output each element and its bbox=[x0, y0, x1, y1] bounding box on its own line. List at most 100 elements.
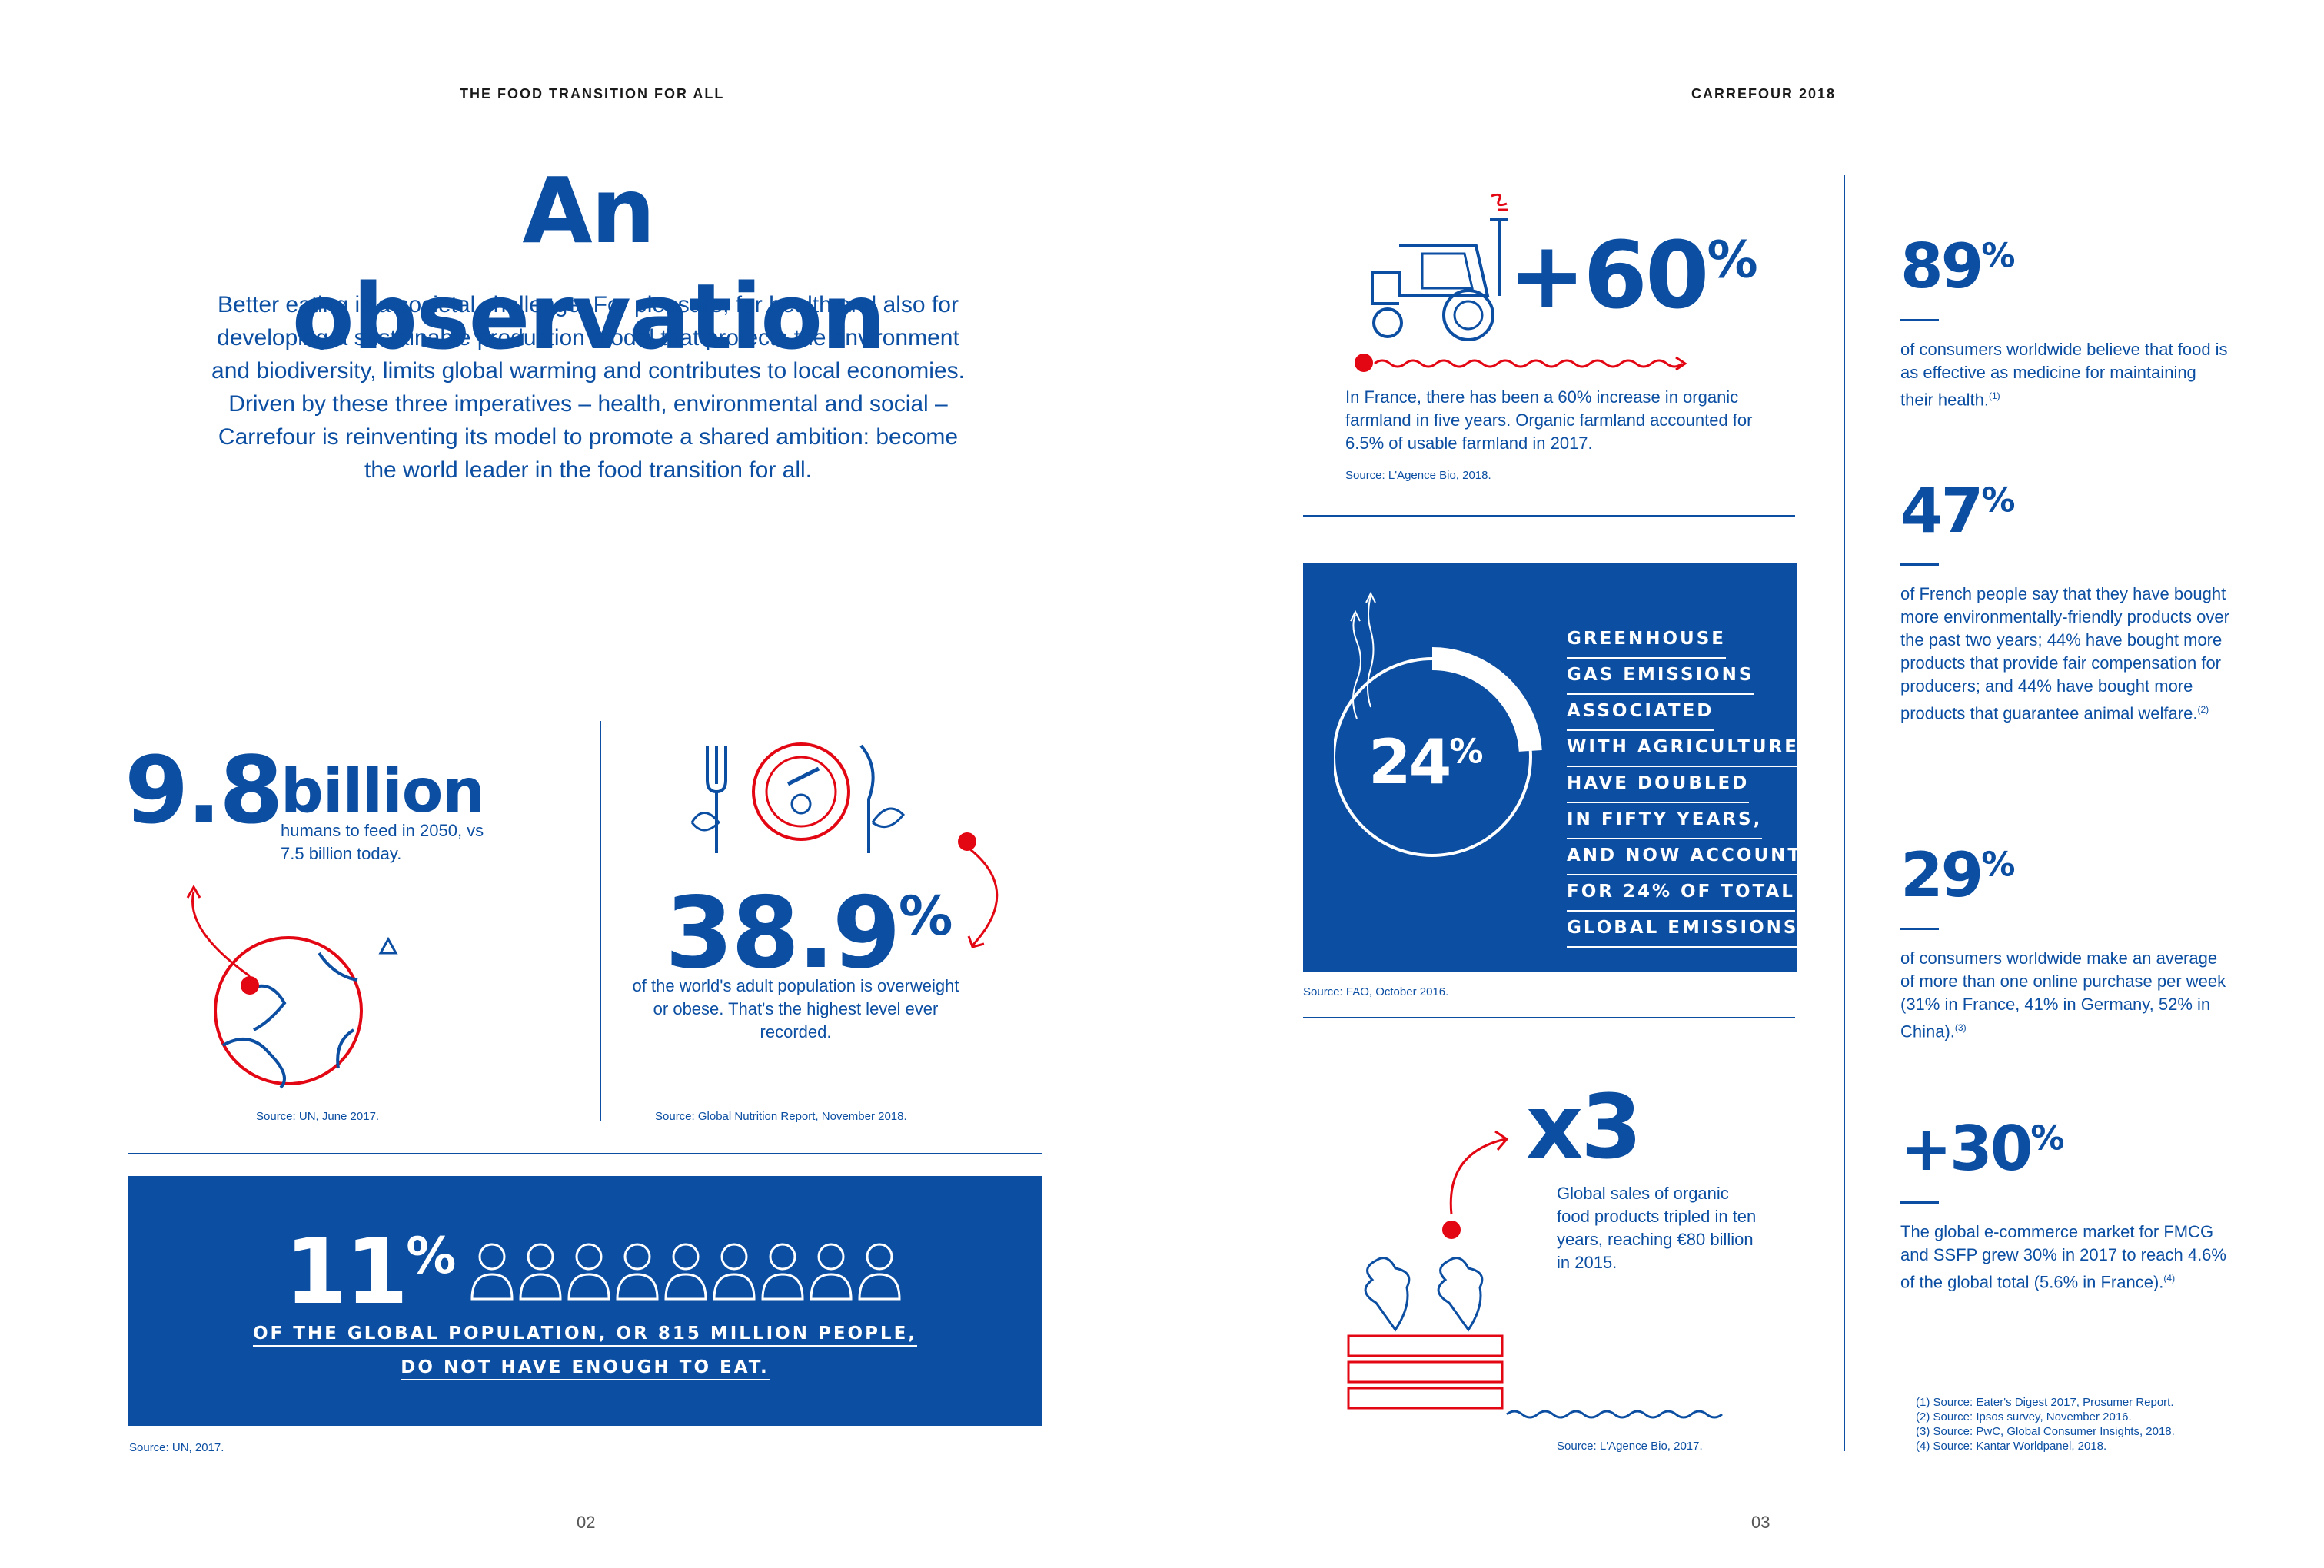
hunger-source: Source: UN, 2017. bbox=[129, 1441, 224, 1454]
carrot-icon bbox=[786, 766, 820, 786]
stat-1-text: of consumers worldwide believe that food… bbox=[1900, 338, 2231, 411]
emissions-line-5: HAVE DOUBLED bbox=[1567, 767, 1807, 803]
stat-4-text: The global e-commerce market for FMCG an… bbox=[1900, 1221, 2231, 1294]
emissions-line-7-text: AND NOW ACCOUNT bbox=[1567, 839, 1803, 875]
emissions-value: 24% bbox=[1368, 726, 1483, 798]
intro-paragraph: Better eating is a societal challenge. F… bbox=[211, 292, 965, 483]
people-icons bbox=[470, 1243, 901, 1301]
obesity-value: 38.9% bbox=[665, 876, 953, 991]
obesity-source: Source: Global Nutrition Report, Novembe… bbox=[655, 1110, 907, 1123]
stat-3-rule bbox=[1900, 928, 1939, 930]
stat-3-body: of consumers worldwide make an average o… bbox=[1900, 948, 2226, 1041]
stat-2-rule bbox=[1900, 563, 1939, 566]
emissions-line-6-text: IN FIFTY YEARS, bbox=[1567, 803, 1763, 839]
hunger-panel bbox=[128, 1176, 1042, 1426]
tractor-arrowhead bbox=[1675, 356, 1687, 371]
stat-3-note: (3) bbox=[1954, 1022, 1967, 1033]
plate-food bbox=[790, 793, 812, 815]
stat-2-value: 47% bbox=[1900, 475, 2231, 546]
stat-2-note: (2) bbox=[2197, 704, 2209, 715]
sales-arrow bbox=[1449, 1138, 1506, 1215]
exhaust-pipe bbox=[1490, 218, 1508, 296]
globe-icon bbox=[186, 884, 398, 1089]
stat-2-pct: % bbox=[1981, 480, 2016, 520]
hunger-line-1-text: OF THE GLOBAL POPULATION, OR 815 MILLION… bbox=[252, 1324, 918, 1347]
stat-3-pct: % bbox=[1981, 845, 2016, 885]
stat-2-number: 47 bbox=[1900, 475, 1983, 546]
tractor-wheel-small bbox=[1372, 307, 1403, 338]
emissions-line-4: WITH AGRICULTURE bbox=[1567, 731, 1807, 767]
sales-text: Global sales of organic food products tr… bbox=[1557, 1184, 1757, 1272]
stat-1-note: (1) bbox=[1988, 390, 2000, 401]
emissions-number: 24 bbox=[1368, 726, 1451, 798]
crate-slat-3 bbox=[1347, 1387, 1504, 1410]
page-number-left: 02 bbox=[577, 1513, 596, 1532]
ground-wave bbox=[1506, 1410, 1723, 1419]
stat-1-body: of consumers worldwide believe that food… bbox=[1900, 340, 2228, 410]
tractor-window bbox=[1421, 252, 1474, 290]
emissions-donut bbox=[1334, 591, 1542, 857]
hunger-number: 11 bbox=[284, 1218, 408, 1324]
footnotes: (1) Source: Eater's Digest 2017, Prosume… bbox=[1916, 1395, 2175, 1453]
stat-2-text: of French people say that they have boug… bbox=[1900, 583, 2231, 725]
obesity-arrow bbox=[958, 832, 999, 948]
person-icon-3 bbox=[567, 1243, 610, 1301]
stat-1: 89% of consumers worldwide believe that … bbox=[1900, 231, 2231, 411]
emissions-line-8: FOR 24% OF TOTAL bbox=[1567, 875, 1807, 912]
stat-4-value: +30% bbox=[1900, 1113, 2231, 1184]
emissions-panel bbox=[1303, 563, 1797, 972]
farmland-pct: % bbox=[1707, 230, 1758, 290]
knife-icon bbox=[859, 744, 875, 853]
emissions-line-6: IN FIFTY YEARS, bbox=[1567, 803, 1807, 839]
heat-arrowheads bbox=[1350, 591, 1376, 622]
emissions-line-3-text: ASSOCIATED bbox=[1567, 695, 1714, 731]
plate-inner bbox=[765, 756, 837, 828]
stat-4-note: (4) bbox=[2163, 1273, 2176, 1284]
footnote-4: (4) Source: Kantar Worldpanel, 2018. bbox=[1916, 1440, 2107, 1453]
emissions-source: Source: FAO, October 2016. bbox=[1303, 985, 1449, 998]
person-icon-4 bbox=[616, 1243, 659, 1301]
person-icon-5 bbox=[664, 1243, 707, 1301]
hunger-value: 11% bbox=[284, 1218, 456, 1324]
crate-slat-2 bbox=[1347, 1360, 1504, 1384]
sales-marker bbox=[1442, 1221, 1461, 1239]
globe-marker bbox=[241, 976, 259, 995]
tractor-body bbox=[1371, 244, 1490, 305]
crate-slat-1 bbox=[1347, 1334, 1504, 1357]
footnote-3: (3) Source: PwC, Global Consumer Insight… bbox=[1916, 1425, 2175, 1438]
footnote-1: (1) Source: Eater's Digest 2017, Prosume… bbox=[1916, 1396, 2174, 1409]
population-value: 9.8 bbox=[125, 738, 284, 845]
person-icon-1 bbox=[470, 1243, 514, 1301]
leaf-icon bbox=[690, 812, 721, 832]
footnote-2: (2) Source: Ipsos survey, November 2016. bbox=[1916, 1410, 2132, 1423]
emissions-line-7: AND NOW ACCOUNT bbox=[1567, 839, 1807, 875]
emissions-line-1: GREENHOUSE bbox=[1567, 623, 1807, 659]
header-right: CARREFOUR 2018 bbox=[1691, 86, 1837, 101]
obesity-arrow-curve bbox=[969, 848, 999, 947]
divider-horizontal-left bbox=[128, 1153, 1042, 1154]
emissions-line-8-text: FOR 24% OF TOTAL bbox=[1567, 875, 1795, 912]
stat-1-value: 89% bbox=[1900, 231, 2231, 302]
plant-icon-right bbox=[1437, 1257, 1484, 1332]
farmland-number: +60 bbox=[1508, 223, 1710, 330]
page-title: An observation bbox=[291, 158, 886, 370]
sales-arrowhead bbox=[1494, 1130, 1509, 1151]
obesity-number: 38.9 bbox=[665, 876, 901, 991]
plant-icon-left bbox=[1364, 1257, 1411, 1332]
farmland-value: +60% bbox=[1508, 223, 1758, 330]
person-icon-8 bbox=[810, 1243, 853, 1301]
header-left: THE FOOD TRANSITION FOR ALL bbox=[460, 86, 725, 101]
globe-arrowhead bbox=[186, 884, 201, 899]
globe-outline bbox=[214, 936, 363, 1085]
donut-share-arc bbox=[1431, 647, 1542, 752]
stat-1-rule bbox=[1900, 319, 1939, 321]
plate-outer bbox=[752, 742, 850, 841]
divider-emissions bbox=[1303, 1017, 1795, 1018]
smoke-icon bbox=[1491, 193, 1508, 211]
person-icon-2 bbox=[519, 1243, 562, 1301]
stat-4-pct: % bbox=[2030, 1118, 2065, 1158]
emissions-line-9-text: GLOBAL EMISSIONS. bbox=[1567, 912, 1808, 948]
hunger-pct: % bbox=[406, 1227, 457, 1286]
tractor-wave bbox=[1374, 359, 1683, 368]
emissions-line-3: ASSOCIATED bbox=[1567, 695, 1807, 731]
